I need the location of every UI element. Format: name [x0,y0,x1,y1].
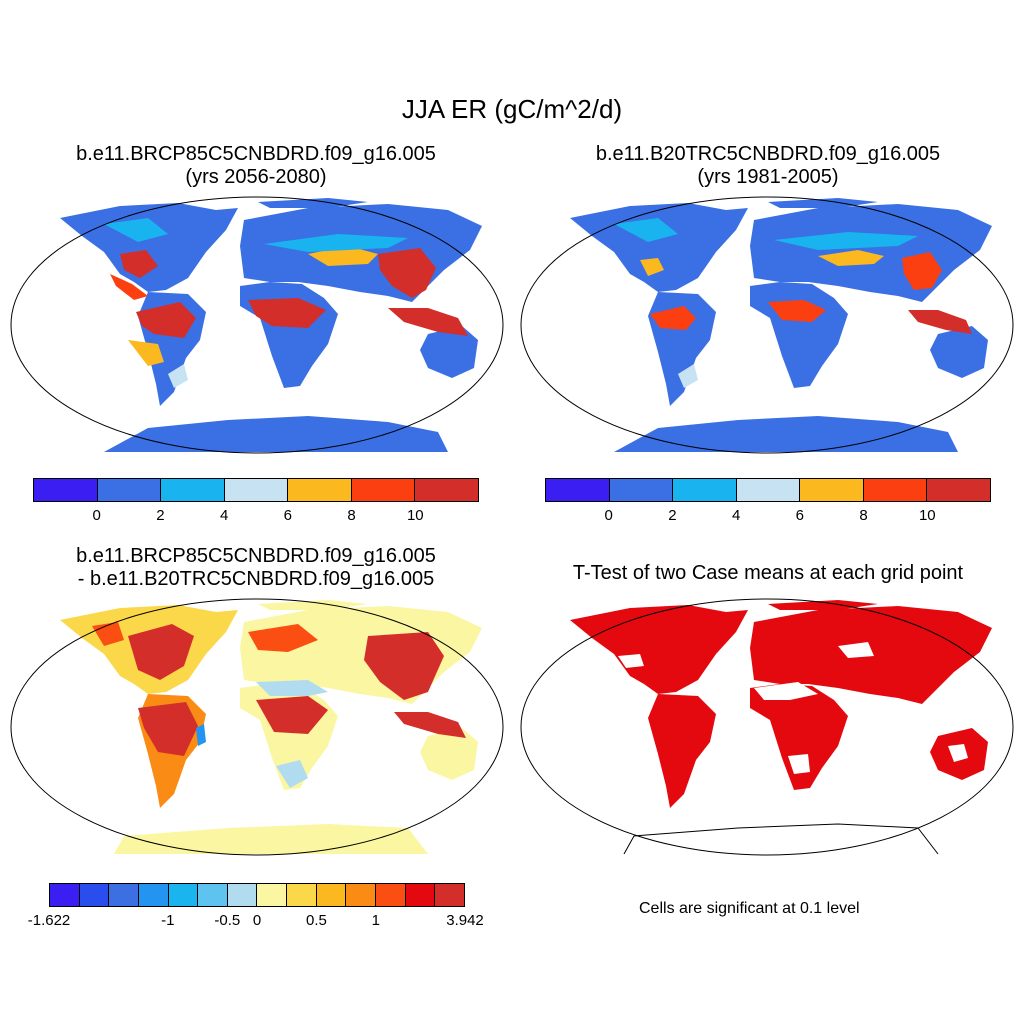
panel3-title-line2: - b.e11.B20TRC5CNBDRD.f09_g16.005 [77,568,435,590]
colorbar-swatch [376,884,406,906]
panel4-title: T-Test of two Case means at each grid po… [518,562,1018,585]
significance-note: Cells are significant at 0.1 level [639,900,860,917]
figure-title: JJA ER (gC/m^2/d) [401,94,623,124]
colorbar-swatch [168,884,199,906]
colorbar-swatch [109,884,139,906]
colorbar-tick-label: 10 [918,507,936,524]
panel2-title-line1: b.e11.B20TRC5CNBDRD.f09_g16.005 [595,143,941,165]
map-difference-hotspots [92,622,466,756]
colorbar-swatch [198,884,228,906]
colorbar-swatch [161,479,225,501]
map-difference [10,598,504,856]
panel1-title: b.e11.BRCP85C5CNBDRD.f09_g16.005 (yrs 20… [6,143,506,189]
colorbar-swatch [227,884,258,906]
colorbar-swatch [138,884,169,906]
colorbar-tick-label: -0.5 [214,912,241,929]
panel4-title-line1: T-Test of two Case means at each grid po… [572,562,964,584]
map-ttest-non-significant-gaps [618,642,968,774]
map-rcp85 [10,196,504,454]
map-historical [520,196,1014,454]
colorbar-difference [49,883,465,907]
colorbar-swatch [97,479,162,501]
colorbar-swatch [288,479,352,501]
colorbar-swatch [316,884,347,906]
panel1-title-line2: (yrs 2056-2080) [185,166,327,188]
colorbar-swatch [736,479,801,501]
panel1-title-line1: b.e11.BRCP85C5CNBDRD.f09_g16.005 [76,143,436,165]
colorbar-tick-label: 8 [347,507,356,524]
colorbar-tick-label: 6 [283,507,293,524]
colorbar-swatch [351,479,416,501]
map-rcp85-warm-fringe [104,218,408,388]
colorbar-tick-label: 6 [795,507,805,524]
map-historical-hotspots [640,252,972,334]
colorbar-tick-label: 10 [406,507,424,524]
colorbar-swatch [287,884,317,906]
colorbar-tick-label: 2 [668,507,677,524]
colorbar-swatch [34,479,98,501]
colorbar-tick-label: 1 [371,912,381,929]
panel2-title-line2: (yrs 1981-2005) [697,166,839,188]
colorbar-tick-label: 0 [604,507,613,524]
colorbar-tick-label: 4 [731,507,741,524]
colorbar-swatch [79,884,110,906]
map-historical-cool-fringe [614,218,918,388]
map-ttest-significant-cells [570,600,992,808]
map-rcp85-hotspots [120,248,468,338]
colorbar-historical [545,478,991,502]
colorbar-swatch [224,479,289,501]
colorbar-tick-label: 2 [156,507,165,524]
colorbar-tick-label: 0 [92,507,101,524]
panel3-title: b.e11.BRCP85C5CNBDRD.f09_g16.005 - b.e11… [6,545,506,591]
colorbar-swatch [673,479,737,501]
colorbar-swatch [863,479,928,501]
colorbar-swatch [405,884,436,906]
colorbar-tick-label: 0 [252,912,262,929]
colorbar-swatch [546,479,610,501]
map-ttest-antarctica-outline [623,823,939,855]
panel3-title-line1: b.e11.BRCP85C5CNBDRD.f09_g16.005 [76,545,436,567]
colorbar-tick-label: 0.5 [305,912,327,929]
panel2-title: b.e11.B20TRC5CNBDRD.f09_g16.005 (yrs 198… [518,143,1018,189]
colorbar-swatch [800,479,864,501]
colorbar-tick-label: 3.942 [446,912,484,929]
colorbar-swatch [50,884,80,906]
map-ttest-significance [520,598,1014,856]
colorbar-swatch [257,884,288,906]
colorbar-swatch [927,479,991,501]
colorbar-swatch [415,479,479,501]
map-difference-cool-spots [196,680,328,788]
colorbar-swatch [346,884,377,906]
colorbar-tick-label: 8 [859,507,868,524]
colorbar-tick-label: -1 [161,912,175,929]
colorbar-tick-label: 4 [219,507,229,524]
colorbar-swatch [609,479,674,501]
colorbar-rcp85 [33,478,479,502]
colorbar-swatch [435,884,464,906]
colorbar-tick-label: -1.622 [27,912,71,929]
